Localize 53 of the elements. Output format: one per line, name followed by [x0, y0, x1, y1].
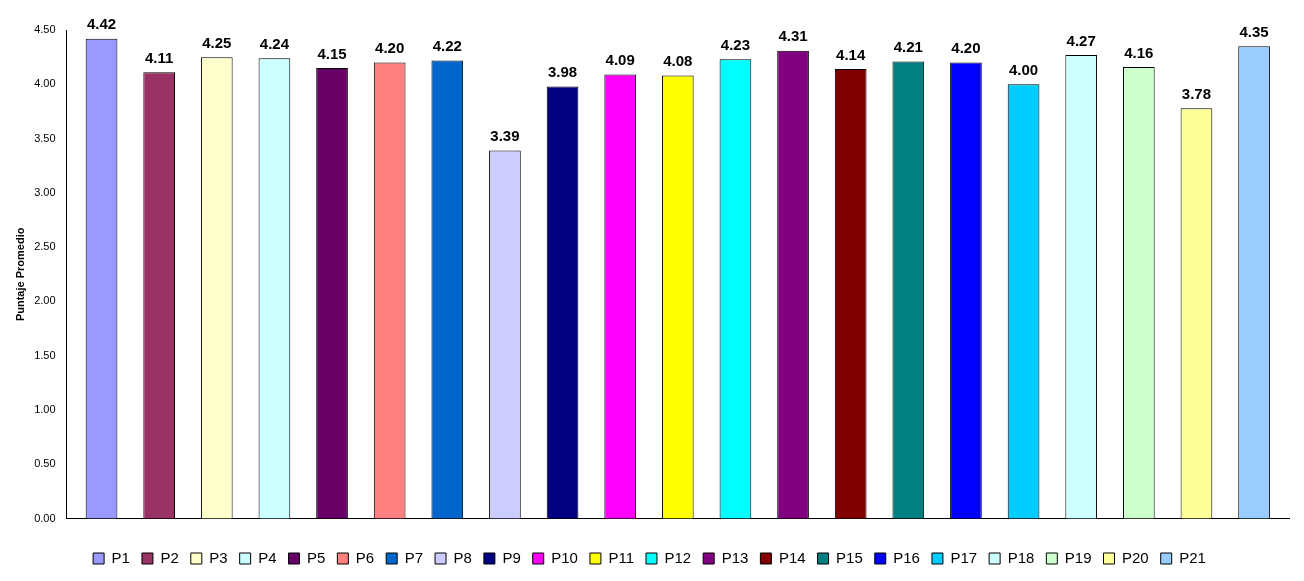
legend-label: P4 [258, 548, 277, 566]
data-label: 4.24 [259, 34, 290, 52]
legend-label: P10 [551, 548, 578, 566]
legend-label: P16 [893, 548, 920, 566]
data-label: 4.16 [1124, 43, 1154, 61]
data-label: 3.39 [490, 127, 520, 145]
data-label: 4.11 [144, 48, 174, 66]
y-tick-label: 4.50 [34, 23, 56, 36]
legend-label: P7 [404, 548, 424, 566]
y-tick-label: 2.50 [34, 240, 56, 253]
y-tick-label: 1.50 [34, 348, 56, 361]
legend-label: P2 [160, 548, 179, 566]
y-tick-label: 2.00 [34, 294, 56, 307]
data-label: 3.98 [547, 63, 578, 81]
legend-label: P1 [111, 548, 130, 566]
legend-label: P17 [950, 548, 978, 566]
y-tick-label: 4.00 [34, 77, 56, 90]
y-tick-label: 1.00 [34, 403, 56, 416]
legend-label: P3 [209, 548, 228, 566]
data-label: 4.20 [375, 39, 405, 57]
legend-label: P18 [1007, 548, 1035, 566]
legend-label: P13 [721, 548, 749, 566]
data-label: 4.20 [951, 39, 981, 57]
data-label: 4.31 [778, 27, 808, 45]
data-label: 4.15 [317, 44, 347, 62]
data-label: 4.08 [663, 52, 693, 70]
legend-label: P6 [355, 548, 375, 566]
data-label: 4.09 [605, 51, 635, 69]
y-axis-title: Puntaje Promedio [13, 227, 26, 322]
data-label: 4.27 [1066, 31, 1096, 49]
legend-label: P14 [778, 548, 806, 566]
data-label: 4.00 [1008, 60, 1039, 78]
y-tick-label: 3.50 [34, 131, 56, 144]
data-label: 3.78 [1181, 84, 1212, 102]
legend-label: P11 [608, 548, 634, 566]
legend-label: P8 [453, 548, 472, 566]
data-label: 4.14 [836, 45, 866, 63]
data-label: 4.21 [893, 38, 923, 56]
legend-label: P12 [664, 548, 692, 566]
y-tick-label: 3.00 [34, 185, 56, 198]
legend-label: P9 [502, 548, 521, 566]
legend-label: P20 [1122, 548, 1149, 566]
data-label: 4.42 [86, 15, 117, 33]
legend-label: P19 [1064, 548, 1092, 566]
legend-label: P21 [1179, 548, 1206, 566]
legend-label: P5 [307, 548, 326, 566]
legend-label: P15 [836, 548, 863, 566]
data-label: 4.23 [720, 35, 751, 53]
y-tick-label: 0.50 [34, 457, 56, 470]
data-label: 4.22 [432, 37, 462, 55]
data-label: 4.35 [1239, 22, 1269, 40]
data-label: 4.25 [202, 33, 232, 51]
y-tick-label: 0.00 [34, 511, 56, 524]
